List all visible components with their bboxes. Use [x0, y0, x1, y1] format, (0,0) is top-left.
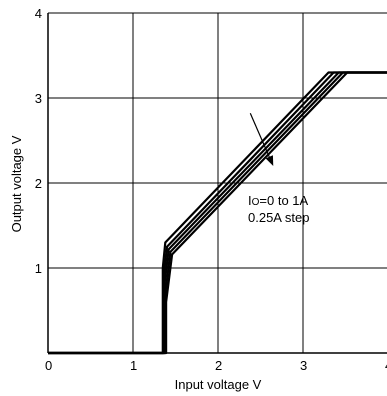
x-tick-label: 1 [130, 358, 137, 373]
x-tick-label: 4 [385, 358, 387, 373]
y-tick-label: 2 [35, 176, 42, 191]
x-tick-label: 3 [300, 358, 307, 373]
x-axis-label: Input voltage V [175, 377, 262, 392]
annotation-arrow-shaft [249, 113, 270, 158]
y-tick-label: 1 [35, 261, 42, 276]
annotation-current-symbol: I [248, 193, 252, 208]
frame-layer [47, 12, 387, 354]
y-axis-label: Output voltage V [9, 135, 24, 232]
x-tick-label: 0 [45, 358, 52, 373]
y-tick-label: 3 [35, 91, 42, 106]
annotation-load-range: IO=0 to 1A [248, 193, 309, 208]
y-tick-label: 4 [35, 6, 42, 21]
annotation-current-subscript: O [252, 197, 260, 208]
annotation-arrow-head [265, 155, 274, 166]
annotation-step: 0.25A step [248, 210, 309, 225]
annotation-current-range: =0 to 1A [259, 193, 308, 208]
tick-label-layer: 0 1 2 3 4 1 2 3 4 [35, 6, 387, 373]
grid-layer [48, 13, 387, 353]
x-tick-label: 2 [215, 358, 222, 373]
